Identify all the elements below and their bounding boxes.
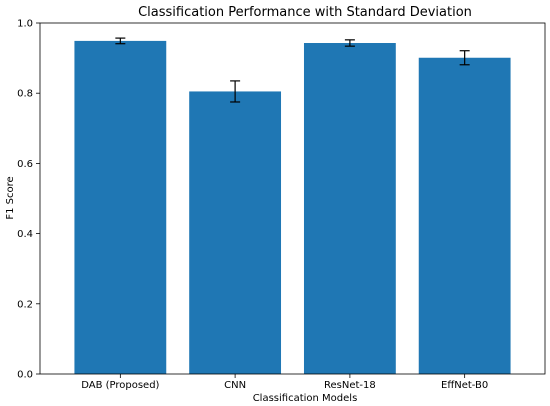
bar-2 (303, 43, 396, 375)
x-axis-label: Classification Models (253, 393, 358, 404)
y-tick-label-5: 1.0 (17, 19, 33, 30)
x-tick-label-2: ResNet-18 (324, 380, 376, 391)
bar-0 (74, 40, 167, 374)
plot-area: DAB (Proposed) CNN ResNet-18 EffNet-B0 0.0 0.… (17, 19, 546, 391)
x-tick-label-3: EffNet-B0 (441, 380, 488, 391)
y-tick-label-0: 0.0 (17, 370, 33, 381)
plot-frame (39, 22, 546, 375)
bar-3 (418, 57, 511, 375)
y-tick-label-3: 0.6 (17, 159, 33, 170)
y-tick-label-4: 0.8 (17, 89, 33, 100)
chart-title: Classification Performance with Standard… (138, 5, 472, 20)
x-tick-label-1: CNN (224, 380, 246, 391)
y-axis-label: F1 Score (5, 176, 16, 219)
y-tick-label-2: 0.4 (17, 229, 33, 240)
x-tick-label-0: DAB (Proposed) (81, 380, 159, 391)
y-tick-label-1: 0.2 (17, 299, 33, 310)
bar-1 (189, 91, 282, 374)
